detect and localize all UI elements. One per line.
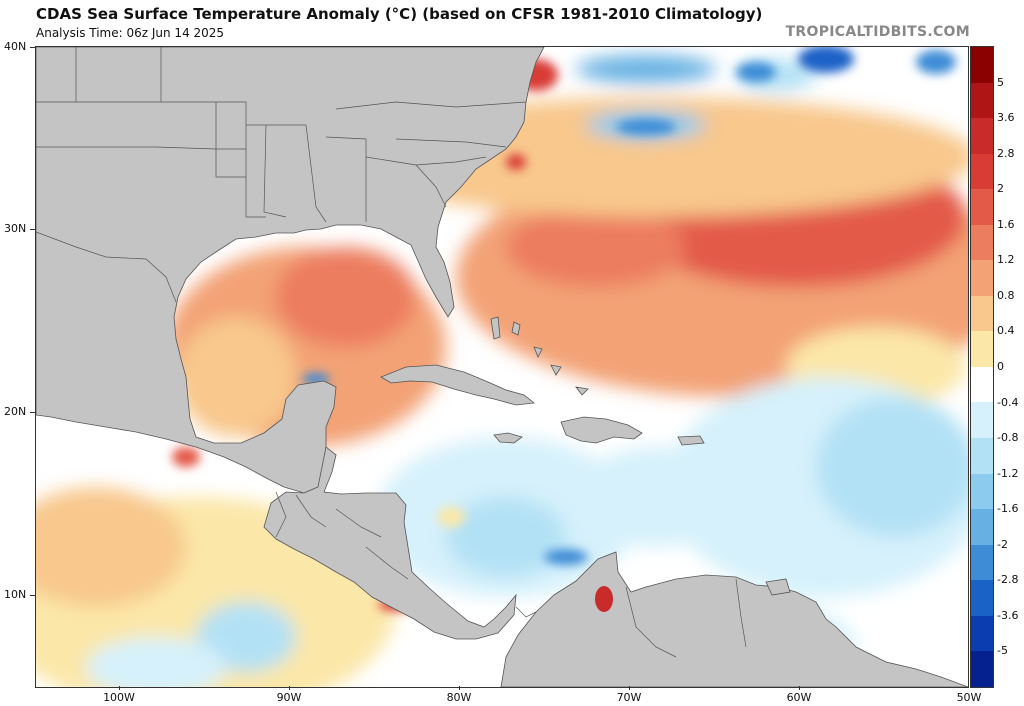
colorbar-label: 0 <box>997 360 1004 373</box>
colorbar-label: 2 <box>997 182 1004 196</box>
colorbar-segment <box>971 82 993 119</box>
colorbar-label: 1.6 <box>997 217 1015 231</box>
south-america-land <box>500 551 968 687</box>
sst-anomaly-map <box>35 46 969 688</box>
site-credit: TROPICALTIDBITS.COM <box>785 24 970 40</box>
hispaniola-land <box>560 416 643 444</box>
anomaly-field <box>36 47 968 687</box>
land <box>36 47 968 687</box>
colorbar-segment <box>971 544 993 581</box>
colorbar-label: -2.8 <box>997 573 1019 587</box>
colorbar-segment <box>971 509 993 545</box>
analysis-time: Analysis Time: 06z Jun 14 2025 <box>36 26 225 40</box>
colorbar-label: 2.8 <box>997 146 1015 160</box>
lon-label-60w: 60W <box>786 691 812 704</box>
colorbar-segment <box>971 295 993 332</box>
bahamas-land <box>490 316 589 396</box>
colorbar-segment <box>971 615 993 652</box>
lon-label-50w: 50W <box>956 691 982 704</box>
trinidad-land <box>765 578 791 596</box>
colorbar-label: 5 <box>997 75 1004 89</box>
north-america-land <box>36 47 545 494</box>
colorbar-label: -3.6 <box>997 608 1019 622</box>
colorbar-segment <box>971 473 993 510</box>
jamaica-land <box>493 432 523 444</box>
colorbar-segment <box>971 224 993 261</box>
lat-tick <box>30 229 35 230</box>
lake-maracaibo <box>595 586 613 612</box>
lon-tick <box>289 686 290 690</box>
colorbar-label: -2 <box>997 537 1008 551</box>
colorbar-segment <box>971 189 993 225</box>
colorbar-label: -0.4 <box>997 395 1019 409</box>
lon-label-70w: 70W <box>616 691 642 704</box>
lon-tick <box>119 686 120 690</box>
colorbar-segment <box>971 438 993 474</box>
colorbar-segment <box>971 366 993 403</box>
colorbar-label: 0.4 <box>997 324 1015 338</box>
colorbar-segment <box>971 651 993 687</box>
lon-label-80w: 80W <box>446 691 472 704</box>
map-canvas <box>36 47 968 687</box>
political-borders <box>36 47 747 658</box>
cuba-land <box>380 364 536 406</box>
puerto-rico-land <box>677 435 705 446</box>
colorbar-segment <box>971 47 993 83</box>
colorbar <box>970 46 994 688</box>
lat-label-10n: 10N <box>4 588 27 601</box>
lon-tick <box>459 686 460 690</box>
lon-label-100w: 100W <box>103 691 135 704</box>
lon-label-90w: 90W <box>276 691 302 704</box>
lat-tick <box>30 47 35 48</box>
colorbar-segment <box>971 402 993 439</box>
lat-label-20n: 20N <box>4 405 27 418</box>
lat-tick <box>30 595 35 596</box>
colorbar-label: -1.6 <box>997 502 1019 516</box>
colorbar-label: 3.6 <box>997 111 1015 125</box>
lat-tick <box>30 412 35 413</box>
colorbar-label: -0.8 <box>997 431 1019 445</box>
colorbar-label: -5 <box>997 644 1008 658</box>
colorbar-segment <box>971 580 993 616</box>
colorbar-label: 1.2 <box>997 253 1015 267</box>
lon-tick <box>799 686 800 690</box>
colorbar-segment <box>971 153 993 190</box>
lon-tick <box>629 686 630 690</box>
map-title: CDAS Sea Surface Temperature Anomaly (°C… <box>36 5 763 23</box>
colorbar-label: 0.8 <box>997 288 1015 302</box>
colorbar-segment <box>971 331 993 367</box>
colorbar-segment <box>971 260 993 296</box>
central-america-land <box>263 446 517 640</box>
lat-label-40n: 40N <box>4 40 27 53</box>
lat-label-30n: 30N <box>4 222 27 235</box>
colorbar-segment <box>971 118 993 154</box>
colorbar-label: -1.2 <box>997 466 1019 480</box>
